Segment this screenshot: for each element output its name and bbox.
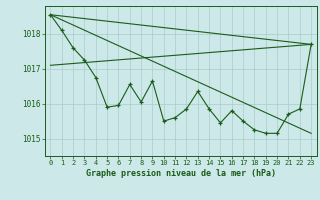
X-axis label: Graphe pression niveau de la mer (hPa): Graphe pression niveau de la mer (hPa) bbox=[86, 169, 276, 178]
